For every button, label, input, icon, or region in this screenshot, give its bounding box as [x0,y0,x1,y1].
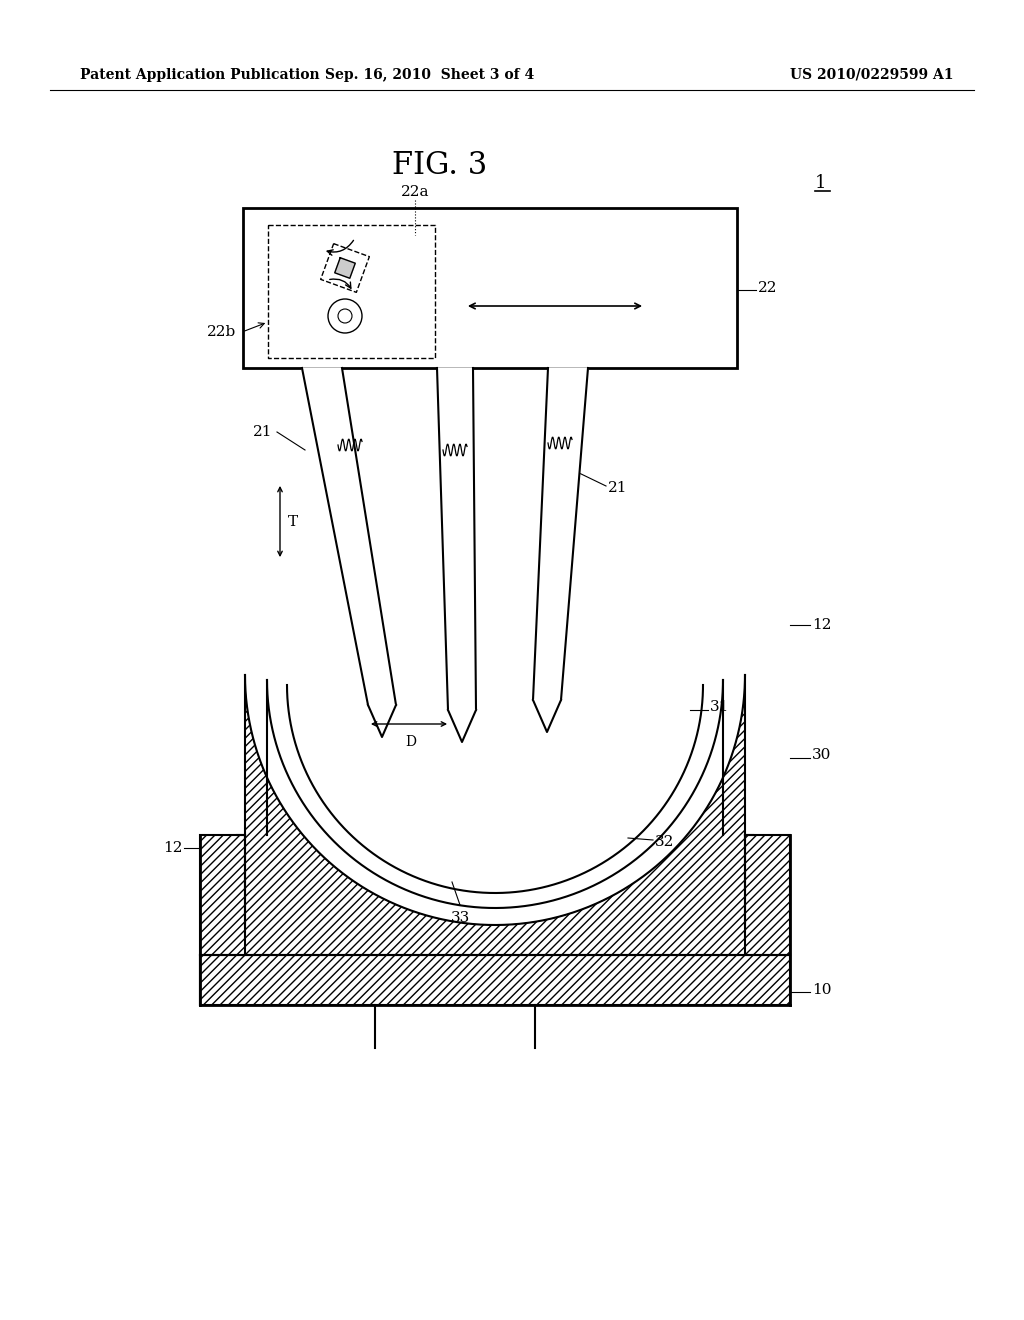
Text: US 2010/0229599 A1: US 2010/0229599 A1 [790,69,953,82]
Polygon shape [437,368,476,710]
Text: Patent Application Publication: Patent Application Publication [80,69,319,82]
Text: T: T [288,515,298,528]
Text: D: D [406,735,417,748]
Text: Sep. 16, 2010  Sheet 3 of 4: Sep. 16, 2010 Sheet 3 of 4 [326,69,535,82]
Text: 33: 33 [451,911,470,925]
Polygon shape [534,700,561,733]
Text: 30: 30 [812,748,831,762]
Bar [200,954,790,1005]
Polygon shape [368,705,396,737]
Text: 1: 1 [815,174,826,191]
Text: 12: 12 [812,618,831,632]
Text: 10: 10 [812,983,831,997]
Polygon shape [302,368,396,705]
Text: 32: 32 [655,836,675,849]
Polygon shape [534,368,588,700]
Polygon shape [449,710,476,742]
Text: 12: 12 [164,841,183,855]
Bar [200,836,245,1005]
Text: 22b: 22b [207,325,237,339]
Text: 22a: 22a [400,185,429,199]
Bar [243,209,737,368]
Text: 22: 22 [758,281,777,294]
Text: 21: 21 [253,425,272,440]
Text: FIG. 3: FIG. 3 [392,149,487,181]
Bar [745,836,790,1005]
Polygon shape [335,257,355,279]
Text: 21: 21 [608,480,628,495]
Text: 31: 31 [710,700,729,714]
